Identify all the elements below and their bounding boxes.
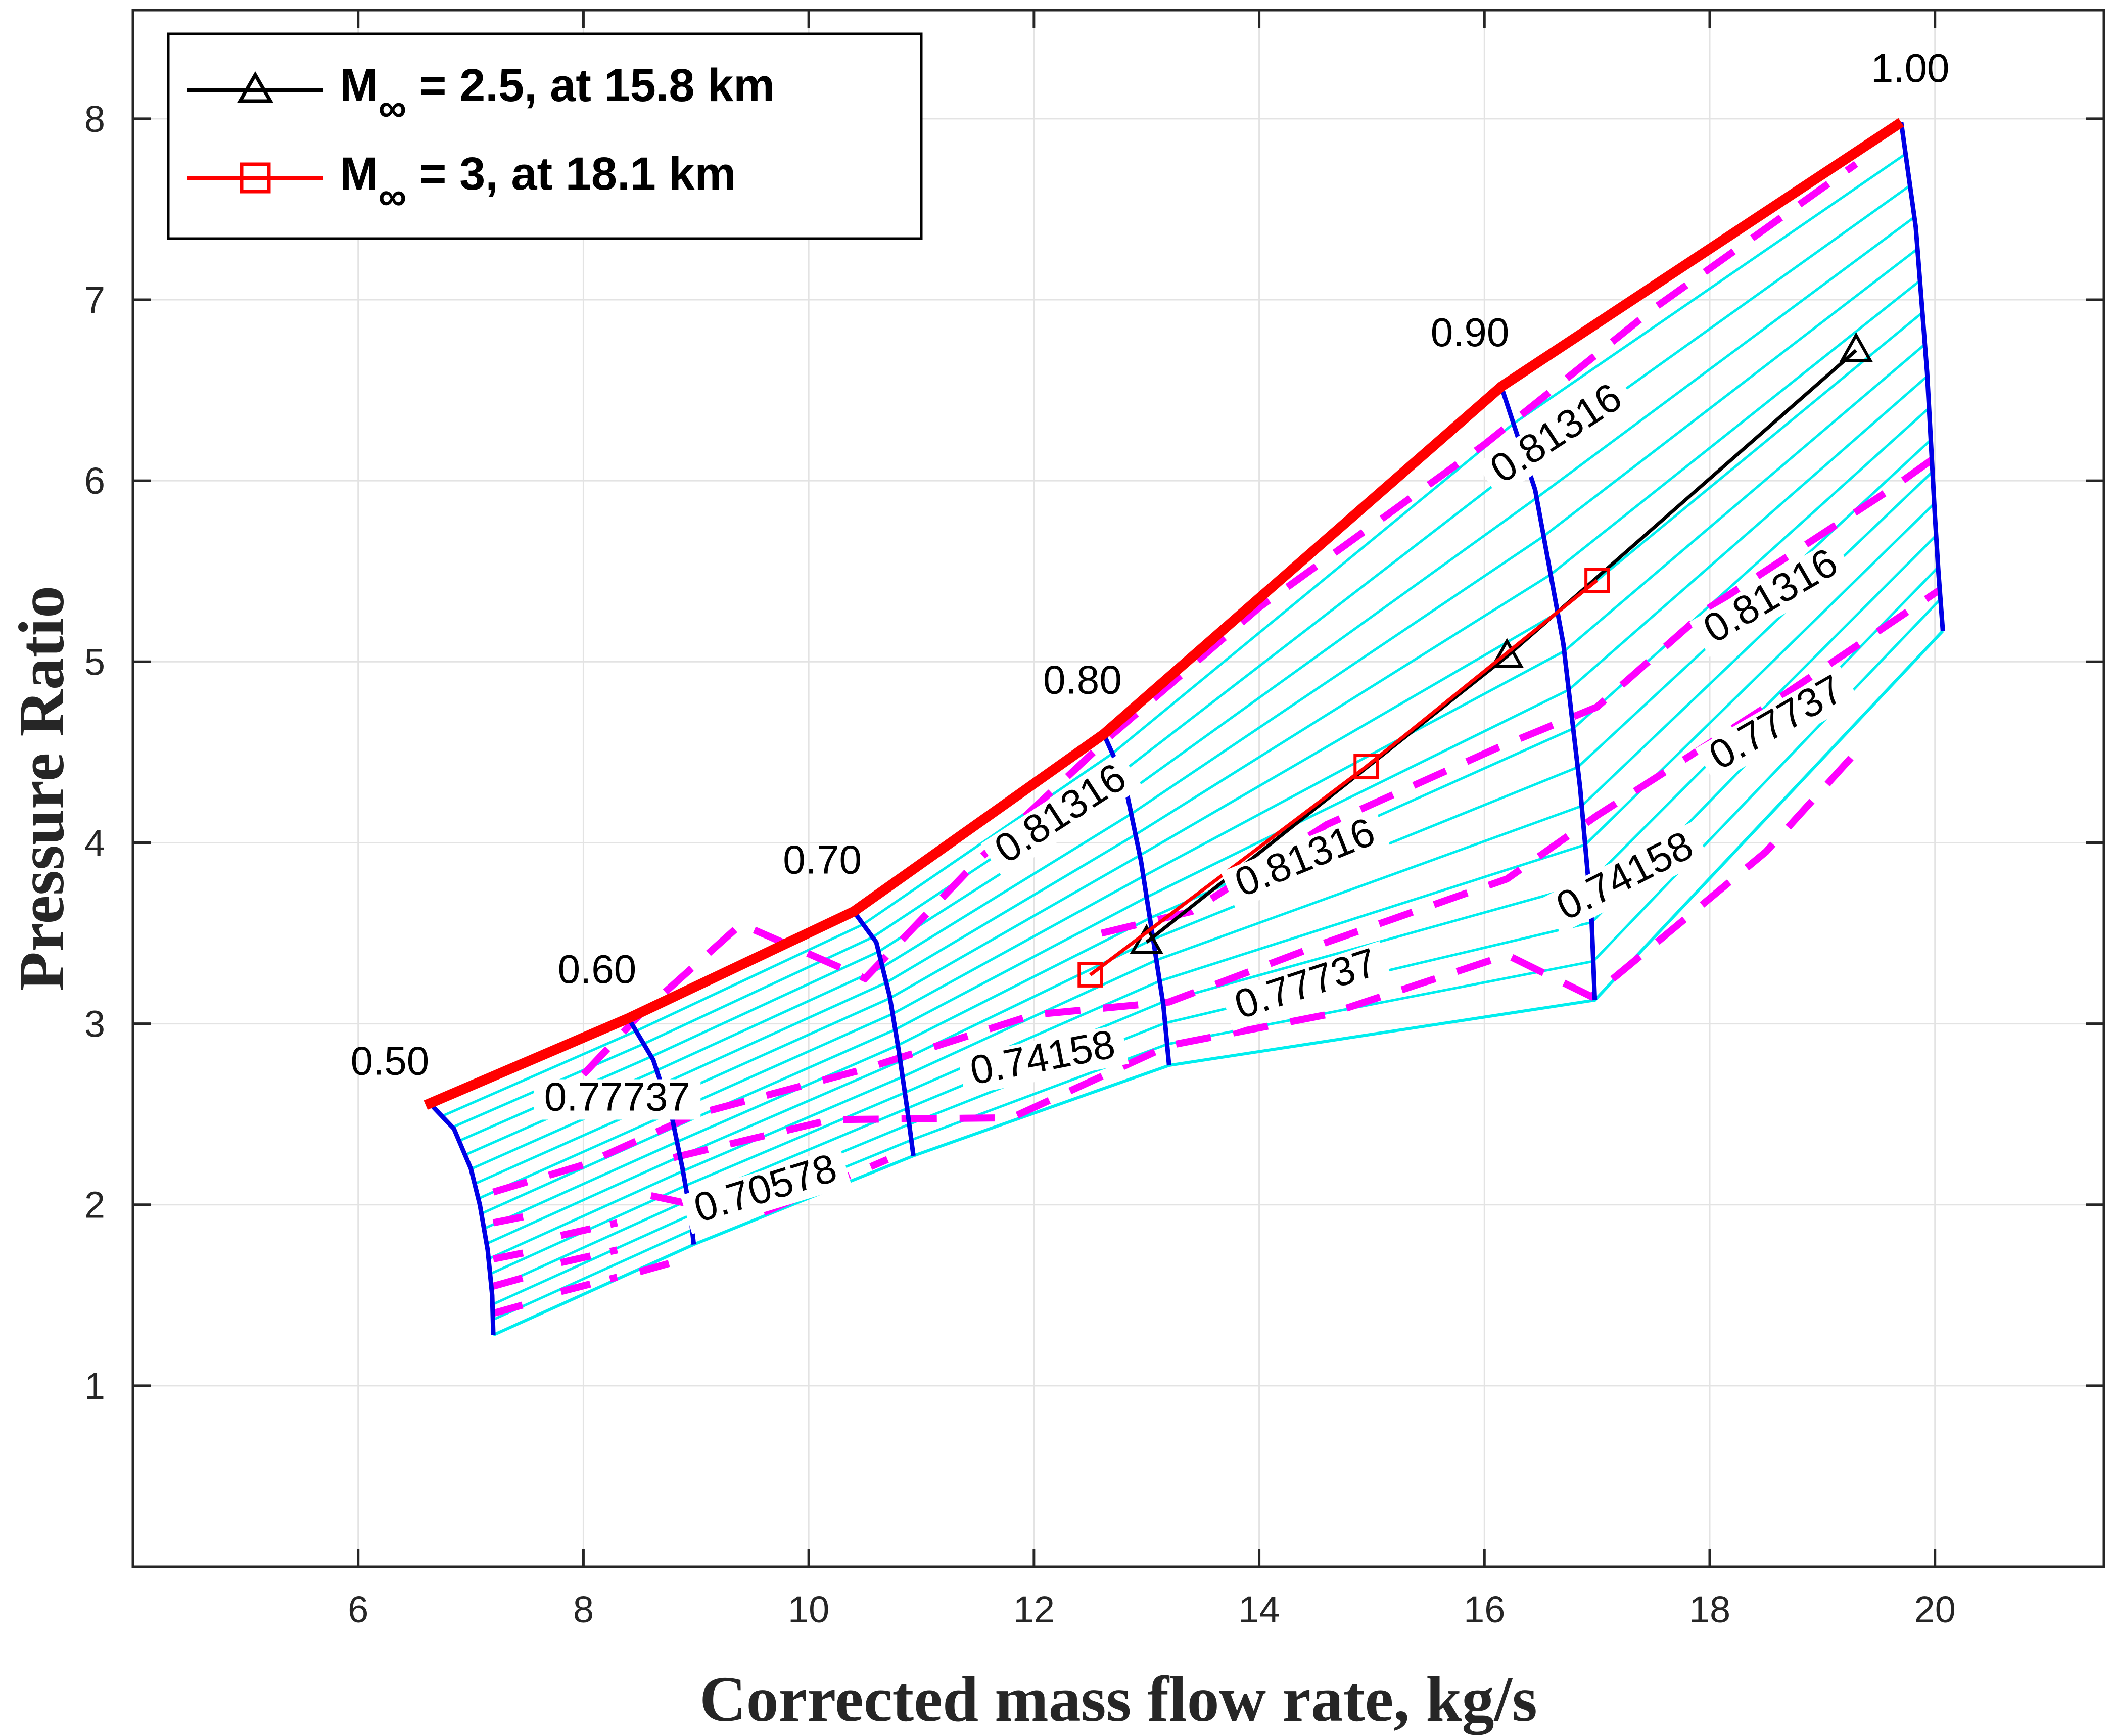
efficiency-contour <box>581 161 1858 1077</box>
efficiency-label-backing <box>1220 809 1391 910</box>
legend-mach-glyph: M <box>340 60 379 111</box>
surge-line <box>424 118 1904 1110</box>
efficiency-label-backing <box>1542 822 1710 934</box>
beta-line <box>441 153 1907 1117</box>
beta-line <box>488 471 1934 1260</box>
surge-line-group <box>424 118 1904 1110</box>
efficiency-label-text: 0.77737 <box>544 1074 690 1119</box>
operating-line-m3 <box>1089 579 1599 976</box>
x-tick-label: 10 <box>788 1588 829 1630</box>
efficiency-contour-fragment <box>492 1297 540 1317</box>
speed-line <box>430 1103 496 1335</box>
square-marker <box>1584 568 1610 593</box>
efficiency-label-backing <box>680 1147 852 1235</box>
y-axis-title: Pressure Ratio <box>6 586 77 991</box>
efficiency-label-backing <box>1220 941 1392 1031</box>
efficiency-contour-fragment <box>492 1246 539 1263</box>
y-tick-label: 1 <box>84 1365 105 1407</box>
efficiency-label-backing <box>1689 538 1854 657</box>
efficiency-label: 0.77737 <box>534 1074 701 1120</box>
speed-line <box>1899 122 1945 631</box>
square-marker <box>1077 962 1103 988</box>
x-tick-label: 6 <box>348 1588 368 1630</box>
legend-label-m3: M∞ = 3, at 18.1 km <box>340 148 736 218</box>
legend: M∞ = 2.5, at 15.8 km M∞ = 3, at 18.1 km <box>167 32 923 240</box>
legend-label-m3-text: = 3, at 18.1 km <box>406 148 736 200</box>
efficiency-contour <box>492 586 1943 1196</box>
plot-frame <box>131 9 2105 1568</box>
triangle-marker <box>1839 332 1873 362</box>
x-tick-label: 18 <box>1689 1588 1730 1630</box>
efficiency-label-backing <box>980 753 1143 878</box>
efficiency-contour <box>1100 450 1943 937</box>
legend-label-m25: M∞ = 2.5, at 15.8 km <box>340 60 775 130</box>
speed-line-label: 0.50 <box>351 1039 430 1084</box>
x-tick-label: 8 <box>573 1588 594 1630</box>
efficiency-label-backing <box>534 1079 701 1120</box>
efficiency-label-backing <box>957 1024 1129 1096</box>
y-tick-label: 4 <box>84 822 105 864</box>
x-axis-title: Corrected mass flow rate, kg/s <box>699 1663 1537 1735</box>
y-tick-label: 2 <box>84 1184 105 1226</box>
choke-boundary <box>492 630 1944 1337</box>
efficiency-label-backing <box>1476 372 1638 498</box>
efficiency-label-backing <box>1695 665 1860 784</box>
x-tick-label: 14 <box>1238 1588 1280 1630</box>
beta-line <box>486 439 1932 1245</box>
y-tick-label: 3 <box>84 1003 105 1045</box>
speed-line <box>852 910 916 1156</box>
speed-line-label: 0.90 <box>1431 310 1510 355</box>
efficiency-contour-fragment <box>492 1210 539 1227</box>
beta-line <box>492 598 1942 1321</box>
legend-square-marker <box>240 162 271 194</box>
efficiency-contour-fragment <box>492 1270 540 1290</box>
x-tick-label: 20 <box>1914 1588 1956 1630</box>
beta-line <box>481 375 1929 1215</box>
beta-line <box>478 343 1926 1200</box>
speed-line-label: 0.80 <box>1043 658 1122 702</box>
grid <box>133 10 2104 1567</box>
speed-line-label: 0.60 <box>558 947 637 992</box>
operating-lines <box>1077 332 1873 988</box>
y-tick-label: 5 <box>84 641 105 683</box>
efficiency-contour-fragment <box>560 1219 618 1239</box>
legend-label-m25-text: = 2.5, at 15.8 km <box>406 60 775 111</box>
y-tick-label: 8 <box>84 98 105 140</box>
speed-line-label: 1.00 <box>1871 45 1950 90</box>
efficiency-contour-fragment <box>560 1246 618 1266</box>
y-tick-label: 7 <box>84 279 105 321</box>
legend-infinity-sub: ∞ <box>379 85 407 130</box>
triangle-marker <box>1490 638 1524 668</box>
efficiency-contour-fragment <box>560 1274 619 1295</box>
legend-box <box>167 32 923 240</box>
efficiency-contour-fragment <box>638 1255 686 1275</box>
legend-triangle-marker <box>237 71 274 103</box>
y-tick-label: 6 <box>84 460 105 502</box>
legend-infinity-sub: ∞ <box>379 174 407 218</box>
x-tick-label: 16 <box>1464 1588 1505 1630</box>
x-tick-label: 12 <box>1013 1588 1055 1630</box>
speed-line-label: 0.70 <box>783 837 862 882</box>
operating-line-m25 <box>1145 349 1858 944</box>
legend-mach-glyph: M <box>340 148 379 200</box>
efficiency-contour <box>673 749 1859 1161</box>
square-marker <box>1353 754 1379 780</box>
